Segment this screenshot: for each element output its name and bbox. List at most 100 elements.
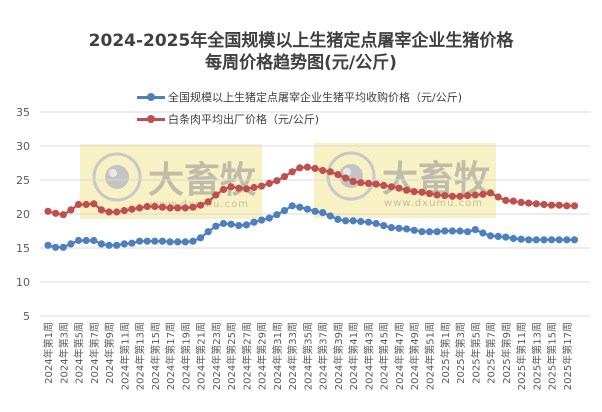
data-point <box>212 191 220 199</box>
data-point <box>387 183 395 191</box>
data-point <box>67 240 75 248</box>
data-point <box>525 199 533 207</box>
x-tick-label: 2024年第39周 <box>332 322 345 390</box>
data-point <box>128 205 136 213</box>
data-point <box>342 217 350 225</box>
data-point <box>418 188 426 196</box>
data-point <box>425 228 434 236</box>
data-point <box>143 237 151 245</box>
data-point <box>82 200 90 209</box>
data-point <box>357 217 365 226</box>
data-point <box>288 202 296 210</box>
x-tick-label: 2024年第29周 <box>256 322 269 390</box>
data-point <box>509 234 517 243</box>
legend-label: 全国规模以上生猪定点屠宰企业生猪平均收购价格（元/公斤) <box>168 91 462 104</box>
data-point <box>448 227 456 235</box>
legend-line-marker-icon <box>137 115 165 123</box>
data-point <box>273 211 281 219</box>
x-tick-label: 2024年第31周 <box>271 322 284 390</box>
series-line <box>44 163 579 219</box>
x-tick-label: 2025年第1周 <box>439 322 452 384</box>
data-point <box>258 216 266 224</box>
data-point <box>464 228 472 236</box>
data-point <box>334 215 342 223</box>
y-tick-label: 10 <box>16 276 30 289</box>
watermark-logo-icon <box>92 152 142 202</box>
data-point <box>197 201 205 209</box>
data-point <box>494 232 502 240</box>
legend-item-carcass-price: 白条肉平均出厂价格（元/公斤) <box>137 111 319 127</box>
x-tick-label: 2024年第25周 <box>225 322 238 390</box>
data-point <box>174 238 182 246</box>
x-tick-label: 2024年第5周 <box>73 322 86 384</box>
data-point <box>456 227 464 235</box>
x-tick-label: 2025年第17周 <box>561 322 574 390</box>
data-series <box>44 163 579 251</box>
x-tick-label: 2024年第11周 <box>118 322 131 390</box>
data-point <box>517 198 525 206</box>
data-point <box>570 202 579 210</box>
x-tick-label: 2024年第35周 <box>301 322 314 390</box>
data-point <box>120 207 128 215</box>
data-point <box>181 238 189 246</box>
data-point <box>204 228 212 236</box>
x-tick-label: 2024年第43周 <box>362 322 375 390</box>
data-point <box>67 206 75 214</box>
data-point <box>410 188 418 196</box>
data-point <box>326 168 334 176</box>
data-point <box>265 179 273 187</box>
data-point <box>97 240 105 248</box>
x-tick-label: 2025年第9周 <box>500 322 513 384</box>
data-point <box>59 243 67 251</box>
x-tick-label: 2024年第41周 <box>347 322 360 390</box>
data-point <box>334 171 342 179</box>
x-tick-label: 2024年第3周 <box>57 322 70 384</box>
data-point <box>311 207 319 215</box>
data-point <box>540 236 548 244</box>
data-point <box>136 204 144 212</box>
data-point <box>227 220 235 228</box>
data-point <box>494 193 502 201</box>
data-point <box>44 241 52 249</box>
data-point <box>158 237 166 245</box>
chart-title-line2: 每周价格趋势图(元/公斤) <box>205 53 397 73</box>
x-tick-label: 2024年第51周 <box>424 322 437 390</box>
data-point <box>120 240 128 248</box>
data-point <box>479 229 487 237</box>
data-point <box>288 168 296 176</box>
data-point <box>113 208 121 216</box>
data-point <box>372 180 380 188</box>
x-tick-label: 2024年第45周 <box>378 322 391 390</box>
data-point <box>349 217 357 225</box>
x-tick-label: 2024年第21周 <box>195 322 208 390</box>
data-point <box>548 236 556 244</box>
data-point <box>105 208 113 216</box>
data-point <box>342 174 350 182</box>
data-point <box>151 237 159 245</box>
data-point <box>471 191 479 199</box>
data-point <box>219 219 228 228</box>
data-point <box>296 203 304 211</box>
y-tick-label: 5 <box>23 310 30 323</box>
data-point <box>52 243 60 251</box>
data-point <box>502 233 510 241</box>
data-point <box>166 204 174 212</box>
data-point <box>280 173 289 181</box>
data-point <box>486 189 495 197</box>
data-point <box>44 207 52 215</box>
x-tick-label: 2024年第37周 <box>317 322 330 390</box>
x-tick-label: 2024年第23周 <box>210 322 223 390</box>
data-point <box>136 237 144 245</box>
data-point <box>204 198 212 206</box>
data-point <box>166 238 174 246</box>
x-tick-label: 2024年第17周 <box>164 322 177 390</box>
x-tick-label: 2024年第49周 <box>408 322 421 390</box>
x-tick-label: 2025年第5周 <box>469 322 482 384</box>
data-point <box>128 239 136 247</box>
data-point <box>570 236 579 244</box>
data-point <box>90 200 98 208</box>
data-point <box>311 164 319 172</box>
y-tick-label: 15 <box>16 242 30 255</box>
data-point <box>242 185 250 193</box>
